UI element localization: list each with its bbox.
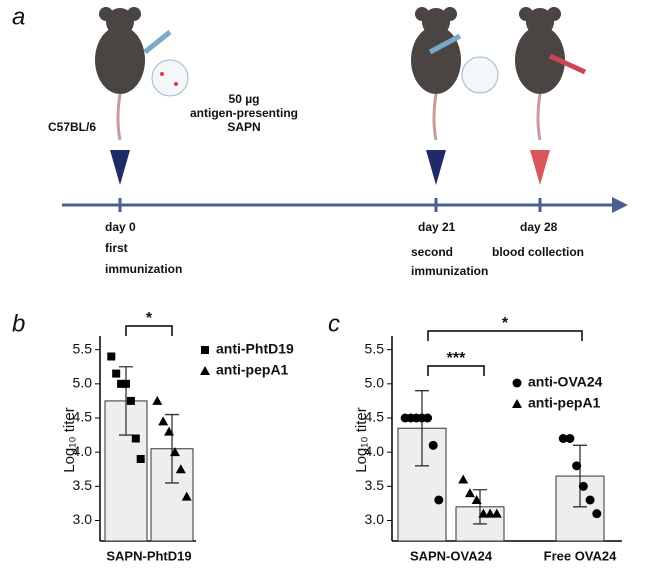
data-point <box>512 399 522 408</box>
data-point <box>565 434 575 443</box>
mouse <box>95 7 145 141</box>
data-point <box>122 379 130 388</box>
y-tick-label: 5.5 <box>73 340 93 356</box>
data-point <box>434 495 444 505</box>
y-tick-label: 5.0 <box>365 375 385 391</box>
panel-label: c <box>328 310 340 337</box>
error-bar <box>119 366 133 436</box>
data-point <box>558 434 568 443</box>
panel-label: a <box>12 3 25 30</box>
significance-bracket <box>427 365 485 376</box>
data-point <box>585 495 595 505</box>
data-point <box>572 461 582 471</box>
timeline-arrow <box>612 197 628 213</box>
y-tick-label: 5.0 <box>73 375 93 391</box>
significance-bracket <box>427 330 583 341</box>
data-point <box>485 508 496 518</box>
strain-label: C57BL/6 <box>48 120 96 134</box>
y-tick-label: 5.5 <box>365 340 385 356</box>
data-point <box>512 378 522 388</box>
data-point <box>131 434 140 443</box>
legend-label: anti-PhtD19 <box>216 341 294 357</box>
data-point <box>181 491 192 501</box>
data-point <box>152 395 163 405</box>
data-point <box>428 440 438 450</box>
error-bar <box>573 444 587 508</box>
dose-label: 50 µg <box>229 92 260 106</box>
x-tick-label: SAPN-OVA24 <box>410 548 493 563</box>
data-point <box>471 495 482 504</box>
data-point <box>126 396 135 405</box>
y-tick-label: 3.5 <box>73 477 93 493</box>
syringe-icon <box>428 33 587 94</box>
x-tick-label: SAPN-PhtD19 <box>106 548 191 563</box>
panel-label: b <box>12 310 25 337</box>
y-tick-label: 4.0 <box>365 443 385 459</box>
data-point <box>117 379 126 388</box>
legend-label: anti-pepA1 <box>528 395 601 411</box>
data-point <box>458 474 469 484</box>
significance-label: * <box>502 315 509 332</box>
error-bar <box>415 390 429 467</box>
data-point <box>107 352 116 361</box>
significance-label: * <box>146 310 153 327</box>
y-axis-label: Log₁₀ titer <box>353 407 370 473</box>
timepoint <box>110 150 550 212</box>
y-tick-label: 3.5 <box>365 477 385 493</box>
y-tick-label: 3.0 <box>73 511 93 527</box>
data-point <box>464 488 475 498</box>
event-day: day 0 <box>105 220 136 234</box>
error-bar <box>165 413 179 484</box>
event-label: immunization <box>105 262 182 276</box>
bar <box>104 400 148 542</box>
event-label: first <box>105 241 128 255</box>
data-point <box>578 481 588 491</box>
data-point <box>112 369 121 378</box>
significance-bracket <box>125 325 173 336</box>
legend-label: anti-pepA1 <box>216 362 289 378</box>
data-point <box>592 509 602 519</box>
dose-label: antigen-presenting <box>190 106 298 120</box>
event-day: day 28 <box>520 220 558 234</box>
legend-label: anti-OVA24 <box>528 374 603 390</box>
x-tick-label: Free OVA24 <box>544 548 618 563</box>
data-point <box>164 426 175 436</box>
event-label: immunization <box>411 264 488 278</box>
y-tick-label: 3.0 <box>365 511 385 527</box>
data-point <box>136 455 145 463</box>
data-point <box>200 366 210 375</box>
error-bar <box>473 489 487 525</box>
y-tick-label: 4.5 <box>73 409 93 425</box>
event-label: blood collection <box>492 245 584 259</box>
significance-label: *** <box>447 350 466 367</box>
y-tick-label: 4.5 <box>365 409 385 425</box>
y-axis-label: Log₁₀ titer <box>61 407 78 473</box>
event-label: second <box>411 245 453 259</box>
y-tick-label: 4.0 <box>73 443 93 459</box>
event-day: day 21 <box>418 220 456 234</box>
syringe-icon <box>143 30 189 97</box>
data-point <box>201 346 209 354</box>
data-point <box>175 464 186 474</box>
data-point <box>169 447 180 457</box>
data-point <box>491 508 502 518</box>
data-point <box>478 508 489 518</box>
dose-label: SAPN <box>227 120 260 134</box>
data-point <box>158 416 169 426</box>
data-point <box>423 413 433 423</box>
